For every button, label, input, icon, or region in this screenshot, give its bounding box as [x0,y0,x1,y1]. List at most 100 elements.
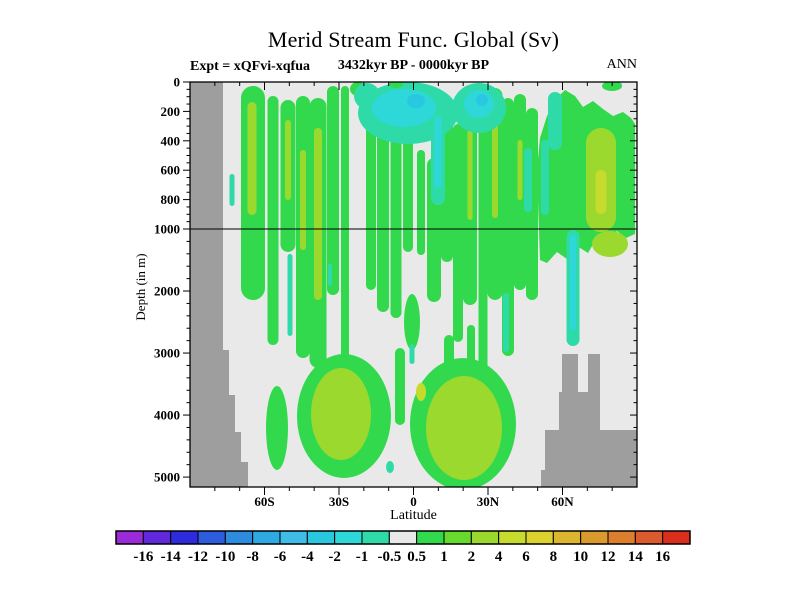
experiment-label: Expt = xQFvi-xqfua [190,59,310,74]
colorbar-label: -4 [301,549,314,565]
contour-shape [287,254,293,336]
contour-shape [229,174,235,206]
contour-shape [570,235,576,330]
contour-shape [267,96,279,345]
contour-shape [404,294,420,350]
contour-shape [467,325,475,390]
colorbar-segment [525,530,554,545]
contour-level-group [416,170,607,401]
contour-shape [548,92,562,150]
x-tick-label: 60S [254,494,274,509]
contour-shape [366,118,376,290]
colorbar-border [115,530,691,545]
y-tick-label: 1000 [154,222,180,237]
y-tick-label: 800 [161,192,181,207]
colorbar-label: 16 [655,549,671,565]
colorbar-label: -12 [188,549,208,565]
contour-level-group [247,102,628,480]
contour-shape [517,140,523,200]
contour-shape [377,90,389,312]
axis-tick-layer [183,81,637,495]
colorbar-label: 12 [601,549,616,565]
contour-shape [434,116,442,188]
colorbar-segment [552,530,582,545]
colorbar-segment [170,530,199,545]
colorbar-segment [334,530,363,545]
contour-shape [311,368,371,460]
contour-shape [390,138,402,318]
contour-shape [372,89,436,127]
contour-shape [386,461,394,473]
x-tick-label: 0 [410,494,417,509]
period-label: 3432kyr BP - 0000kyr BP [337,58,490,73]
contour-shape [426,376,502,480]
y-tick-label: 200 [161,104,181,119]
colorbar-label: -16 [133,549,153,565]
colorbar-segment [224,530,254,545]
colorbar-segment [470,530,500,545]
contour-shape [592,231,628,257]
colorbar-label: -0.5 [377,549,401,565]
colorbar-segment [279,530,308,545]
x-tick-label: 30N [477,494,500,509]
contour-shape [602,82,622,91]
contour-shape [467,130,473,220]
contour-shape [541,140,549,215]
colorbar-segment [634,530,664,545]
colorbar-segment [388,530,418,545]
colorbar: -16 -14 -12 -10 -8 -6 -4 -2 -1 -0.5 0.5 1 2 4 6 8 10 12 14… [115,530,691,565]
colorbar-segment [416,530,445,545]
contour-shape [417,150,425,255]
x-axis-title: Latitude [390,508,437,523]
colorbar-label: 0.5 [407,549,426,565]
colorbar-label: 2 [468,549,476,565]
colorbar-label: -1 [356,549,369,565]
contour-shape [444,335,454,390]
topography-mask [190,82,248,487]
contour-shape [285,120,291,200]
colorbar-label: -6 [274,549,287,565]
colorbar-label: 14 [628,549,644,565]
colorbar-label: -10 [215,549,235,565]
colorbar-label: 4 [495,549,503,565]
contour-shape [327,86,339,295]
colorbar-segment [662,530,691,545]
colorbar-label: -14 [161,549,181,565]
contour-shape [503,293,509,352]
contour-shape [328,264,332,286]
contour-shape [595,170,607,214]
contour-shape [524,148,532,212]
x-tick-label: 30S [329,494,349,509]
x-tick-label: 60N [551,494,574,509]
colorbar-segment [607,530,636,545]
contour-level-group [389,82,622,91]
colorbar-segment [498,530,527,545]
colorbar-segment [361,530,390,545]
colorbar-label: 6 [522,549,530,565]
y-tick-label: 2000 [154,284,180,299]
contour-shape [247,102,257,215]
topography-mask [541,354,637,487]
colorbar-segment [443,530,472,545]
colorbar-segment [197,530,226,545]
contour-shape [266,386,288,470]
contour-shape [453,124,463,342]
contour-shape [314,128,322,300]
colorbar-label: -8 [246,549,259,565]
colorbar-segment [142,530,172,545]
axis-ticklabel-layer: 60S 30S 0 30N 60N 0 200 400 600 800 1000 2000 3000 40… [154,75,574,510]
page-title: Merid Stream Func. Global (Sv) [267,27,560,52]
contour-shape [395,348,405,425]
y-tick-label: 4000 [154,408,180,423]
colorbar-segment [580,530,609,545]
y-tick-label: 3000 [154,346,180,361]
colorbar-segment [306,530,336,545]
y-tick-label: 600 [161,163,181,178]
contour-shape [341,86,349,430]
contour-shape [409,344,415,364]
contour-shape [416,383,426,401]
contour-shape [476,94,488,106]
y-tick-label: 5000 [154,470,180,485]
